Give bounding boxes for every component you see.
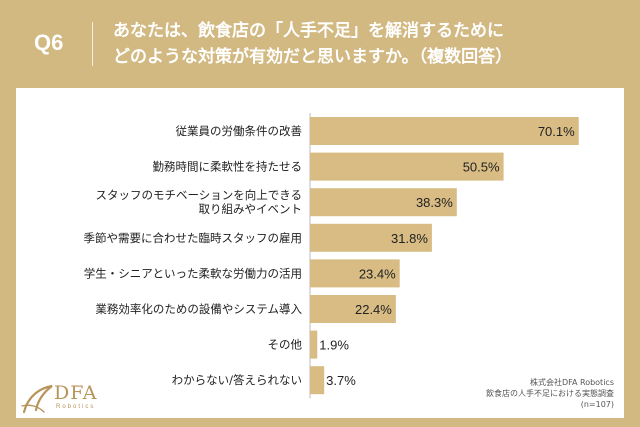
question-number: Q6 [34, 30, 64, 55]
value-label-1: 50.5% [463, 160, 500, 175]
value-label-6: 1.9% [319, 338, 349, 353]
bar-7 [310, 366, 325, 395]
header-divider [92, 22, 93, 66]
bar-2 [310, 188, 457, 217]
logo-text: DFA [54, 382, 98, 404]
category-label-4: 学生・シニアといった柔軟な労働力の活用 [84, 266, 302, 280]
bar-4 [310, 259, 400, 288]
category-label-5: 業務効率化のための設備やシステム導入 [95, 302, 302, 316]
value-label-0: 70.1% [538, 124, 575, 139]
question-line-1: あなたは、飲食店の「人手不足」を解消するために [113, 21, 504, 41]
category-label-6: その他 [268, 338, 303, 352]
bar-5 [310, 295, 396, 323]
logo-subtext: Robotics [56, 404, 96, 410]
chart-panel: 従業員の労働条件の改善 70.1% 勤務時間に柔軟性を持たせる 50.5% スタッフのモ… [16, 88, 624, 418]
header: Q6 あなたは、飲食店の「人手不足」を解消するために どのような対策が有効だと思… [0, 0, 640, 88]
bar-chart: 従業員の労働条件の改善 70.1% 勤務時間に柔軟性を持たせる 50.5% スタッフのモ… [84, 113, 579, 399]
value-label-2: 38.3% [416, 195, 453, 210]
bar-1 [310, 152, 504, 181]
source-note: 株式会社DFA Robotics 飲食店の人手不足における実態調査 (n=107… [486, 377, 614, 410]
value-label-7: 3.7% [326, 373, 356, 388]
value-label-3: 31.8% [391, 231, 428, 246]
logo-swoosh-icon [21, 384, 53, 414]
category-label-1: 勤務時間に柔軟性を持たせる [153, 160, 303, 174]
category-label-2: スタッフのモチベーションを向上できる取り組みやイベント [95, 188, 302, 216]
question-line-2: どのような対策が有効だと思いますか。（複数回答） [113, 47, 513, 67]
source-company: 株式会社DFA Robotics [529, 378, 614, 387]
value-label-5: 22.4% [355, 302, 392, 317]
source-survey: 飲食店の人手不足における実態調査 [486, 389, 614, 398]
bar-3 [310, 223, 432, 252]
source-sample-size: (n=107) [580, 400, 614, 409]
question-text: あなたは、飲食店の「人手不足」を解消するために どのような対策が有効だと思います… [113, 18, 633, 70]
company-logo: DFA Robotics [18, 382, 108, 416]
bar-0 [310, 117, 579, 145]
value-label-4: 23.4% [359, 266, 396, 281]
bar-6 [310, 330, 318, 359]
category-label-0: 従業員の労働条件の改善 [176, 124, 303, 138]
category-label-3: 季節や需要に合わせた臨時スタッフの雇用 [84, 231, 303, 245]
category-label-7: わからない/答えられない [172, 373, 302, 387]
